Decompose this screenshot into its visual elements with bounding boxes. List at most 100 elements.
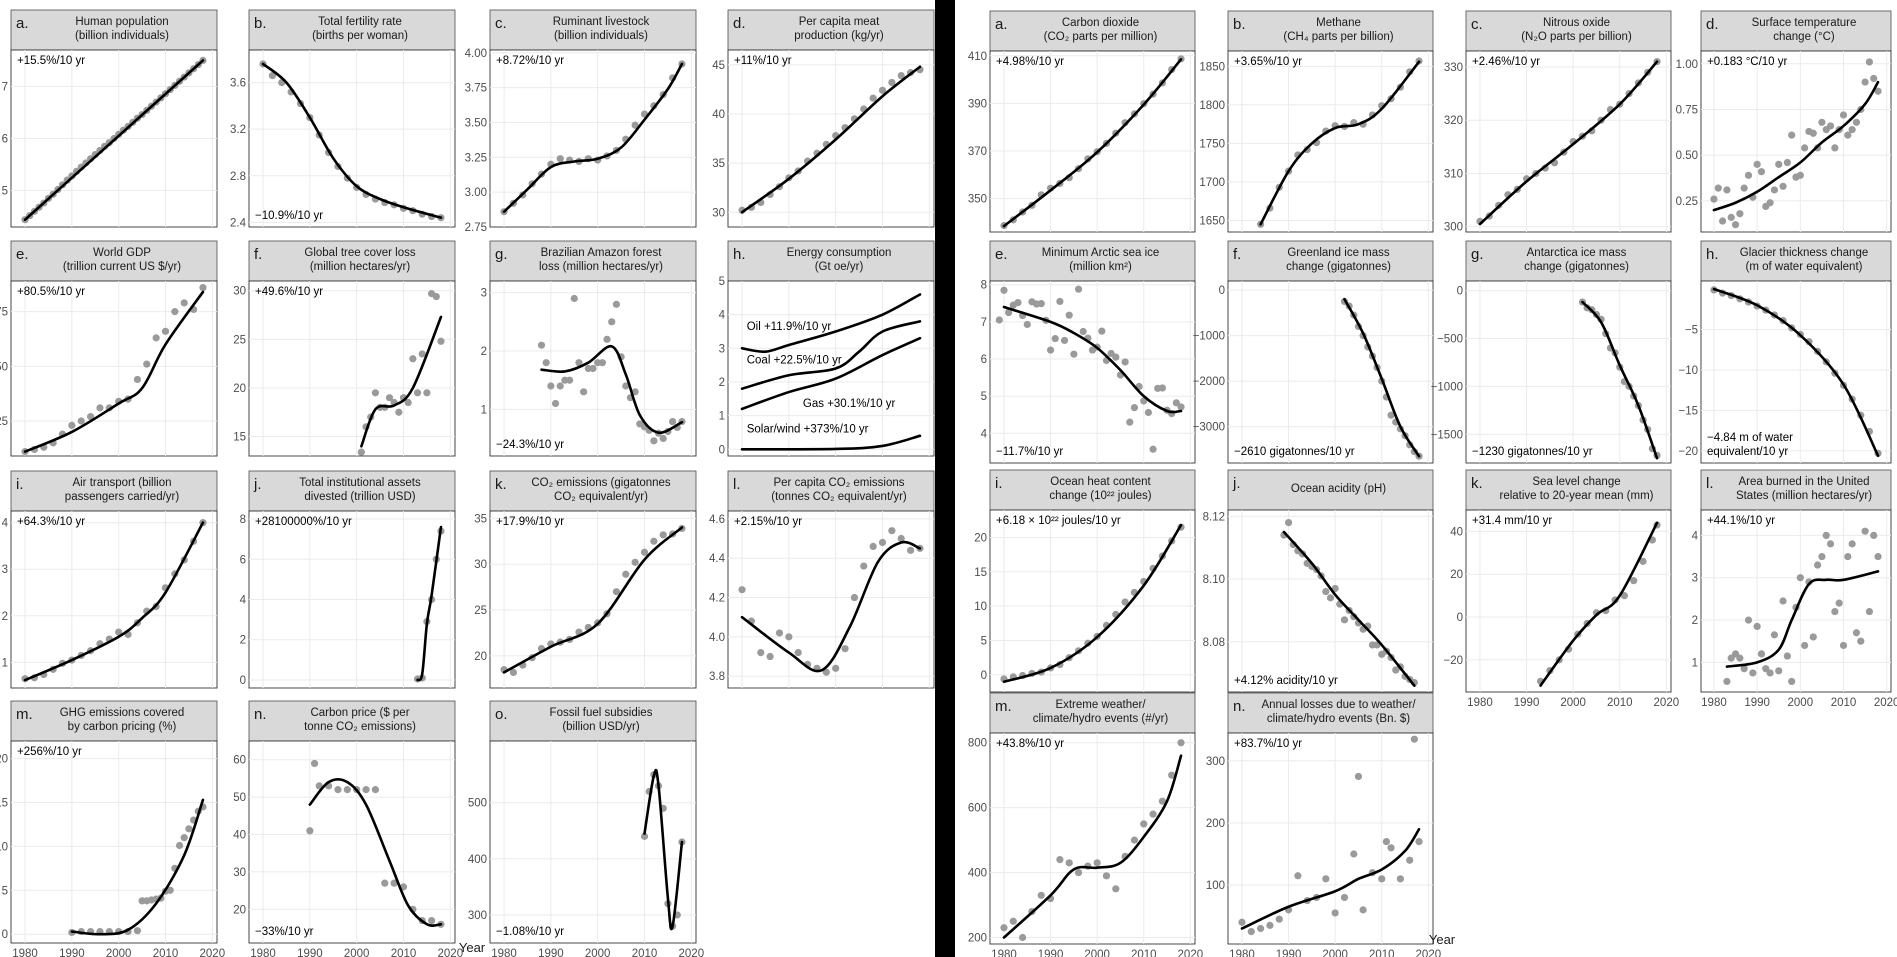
panel-title-line: Per capita CO₂ emissions (773, 477, 904, 489)
data-point (418, 350, 426, 358)
data-point (575, 359, 583, 367)
data-point (306, 827, 314, 835)
data-point (413, 389, 422, 397)
trend-annotation: +6.18 × 10²² joules/10 yr (996, 515, 1121, 527)
data-point (1340, 893, 1349, 902)
plot-area (489, 510, 697, 689)
data-point (1775, 160, 1783, 168)
data-point (1783, 652, 1791, 660)
panel-label: d. (733, 15, 746, 32)
data-point (1326, 594, 1335, 602)
x-tick-label: 2000 (106, 948, 132, 957)
y-tick-label: 370 (968, 146, 987, 158)
y-tick-label: 0.25 (1676, 196, 1698, 208)
panel-header (989, 10, 1196, 52)
trend-line (740, 65, 922, 214)
y-tick-label: 1.00 (1676, 59, 1698, 71)
chart-panel-r-n: n. Annual losses due to weather/climate/h… (1206, 692, 1441, 957)
data-point (650, 537, 658, 545)
data-point (1093, 859, 1101, 867)
data-point (86, 413, 95, 421)
data-point (1331, 584, 1339, 593)
data-point (1770, 186, 1779, 194)
data-point (542, 359, 550, 367)
y-tick-label: 1 (481, 404, 487, 416)
data-point (1861, 78, 1869, 86)
data-point (1723, 186, 1731, 194)
y-tick-label: 3.2 (230, 124, 246, 136)
y-tick-label: 5 (981, 391, 987, 403)
data-point (1257, 924, 1265, 933)
y-tick-label: 15 (233, 432, 246, 444)
data-point (427, 916, 436, 925)
y-tick-label: 100 (1206, 880, 1225, 892)
plot-area (1227, 732, 1434, 945)
panel-label: c. (1471, 16, 1483, 33)
x-tick-label: 1990 (1038, 949, 1064, 957)
panel-title-line: relative to 20-year mean (mm) (1499, 490, 1653, 502)
trend-line (502, 526, 684, 674)
y-tick-label: 4.00 (465, 48, 487, 60)
data-point (1844, 131, 1852, 139)
y-tick-label: 45 (712, 60, 725, 72)
panel-label: i. (16, 476, 24, 493)
data-point (1753, 160, 1761, 168)
panel-title-line: Human population (75, 16, 168, 28)
data-point (1130, 404, 1139, 412)
y-tick-label: 20 (0, 754, 8, 766)
data-point (1826, 540, 1835, 548)
data-point (1070, 350, 1078, 358)
plot-area (489, 740, 697, 944)
data-point (1378, 875, 1386, 883)
x-tick-label: 2000 (1788, 697, 1814, 709)
panel-title-line: Antarctica ice mass (1527, 247, 1627, 259)
panel-header (489, 700, 697, 742)
trend-line (416, 525, 443, 682)
data-point (1809, 633, 1817, 641)
panel-title-line: Total institutional assets (299, 477, 421, 489)
y-tick-label: 40 (1450, 526, 1463, 538)
data-point (1140, 820, 1148, 828)
y-tick-label: −10 (1678, 365, 1698, 377)
chart-panel-r-g: g. Antarctica ice mass change (gigatonnes)… (1431, 240, 1672, 464)
data-point (785, 633, 793, 641)
y-tick-label: 6 (981, 354, 987, 366)
data-point (1736, 210, 1744, 218)
trend-annotation: −10.9%/10 yr (255, 210, 323, 222)
x-tick-label: 1990 (297, 948, 323, 957)
panel-header (10, 700, 218, 742)
trend-annotation: −33%/10 yr (255, 926, 314, 938)
panel-label: g. (495, 246, 508, 263)
chart-panel-r-k: k. Sea level change relative to 20-year me… (1443, 469, 1679, 709)
panel-title-line: CO₂ emissions (gigatonnes (531, 477, 671, 489)
data-point (152, 334, 160, 342)
data-point (1818, 552, 1826, 561)
data-point (1037, 891, 1045, 899)
plot-area (10, 510, 218, 689)
data-point (631, 121, 639, 129)
trend-line (23, 59, 205, 222)
chart-panel-r-j: j. Ocean acidity (pH) 8.08 8.10 8.12 +4.12% a… (1203, 469, 1434, 693)
trend-annotation: +11%/10 yr (734, 55, 792, 67)
panel-label: e. (16, 246, 29, 263)
panel-title-line: (trillion current US $/yr) (63, 261, 181, 273)
y-tick-label: 8 (981, 280, 987, 292)
y-tick-label: −1500 (1431, 429, 1463, 441)
y-tick-label: 4 (1692, 530, 1699, 542)
data-point (1415, 838, 1423, 846)
trend-annotation: +4.98%/10 yr (996, 56, 1064, 68)
data-point (1177, 403, 1185, 411)
panel-header (1700, 10, 1892, 52)
y-tick-label: 400 (968, 868, 987, 880)
panel-title-line: (million hectares/yr) (310, 261, 410, 273)
data-point (1753, 622, 1761, 630)
data-point (1238, 918, 1246, 926)
data-point (1172, 399, 1180, 407)
data-point (1294, 872, 1302, 880)
x-tick-label: 2010 (391, 948, 417, 957)
chart-panel-r-f: f. Greenland ice mass change (gigatonnes) 0… (1193, 240, 1434, 464)
trend-annotation: −1.08%/10 yr (496, 926, 564, 938)
chart-panel-r-i: i. Ocean heat content change (10²² joules)… (974, 469, 1196, 693)
trend-line (308, 778, 443, 927)
series-label: Gas +30.1%/10 yr (803, 398, 896, 410)
